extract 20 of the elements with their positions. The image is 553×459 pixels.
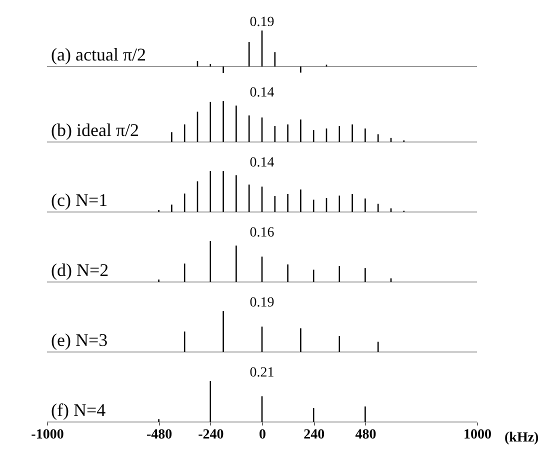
text: 0.19 — [250, 295, 274, 310]
text: (f) N=4 — [51, 400, 106, 420]
x-tick-label: 1000 — [464, 428, 492, 442]
text: 0.19 — [250, 14, 274, 30]
text: 0.21 — [250, 365, 274, 380]
x-tick-label: -240 — [198, 428, 224, 442]
x-tick-label: 480 — [355, 428, 376, 442]
text: (d) N=2 — [51, 260, 109, 280]
text: (b) ideal π/2 — [51, 120, 140, 140]
text: (c) N=1 — [51, 190, 108, 210]
text: (e) N=3 — [51, 330, 108, 350]
x-tick-label: 240 — [304, 428, 325, 442]
x-axis-title: (kHz) — [504, 430, 540, 446]
text: 0.14 — [250, 155, 274, 170]
x-tick-label: 0 — [259, 428, 266, 442]
text: (a) actual π/2 — [51, 44, 146, 65]
text: 0.16 — [250, 225, 274, 240]
x-tick-label: -1000 — [31, 428, 64, 442]
text: 0.14 — [250, 85, 274, 100]
x-tick-label: -480 — [146, 428, 172, 442]
